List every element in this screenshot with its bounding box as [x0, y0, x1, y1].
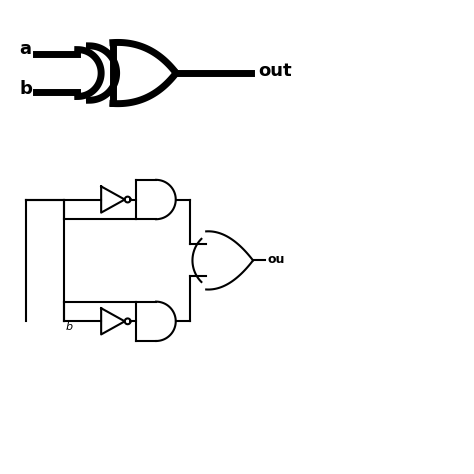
Text: a: a [19, 40, 31, 58]
Text: ou: ou [267, 253, 284, 266]
Text: b: b [65, 322, 73, 332]
Text: b: b [19, 81, 32, 99]
Text: out: out [258, 62, 292, 80]
